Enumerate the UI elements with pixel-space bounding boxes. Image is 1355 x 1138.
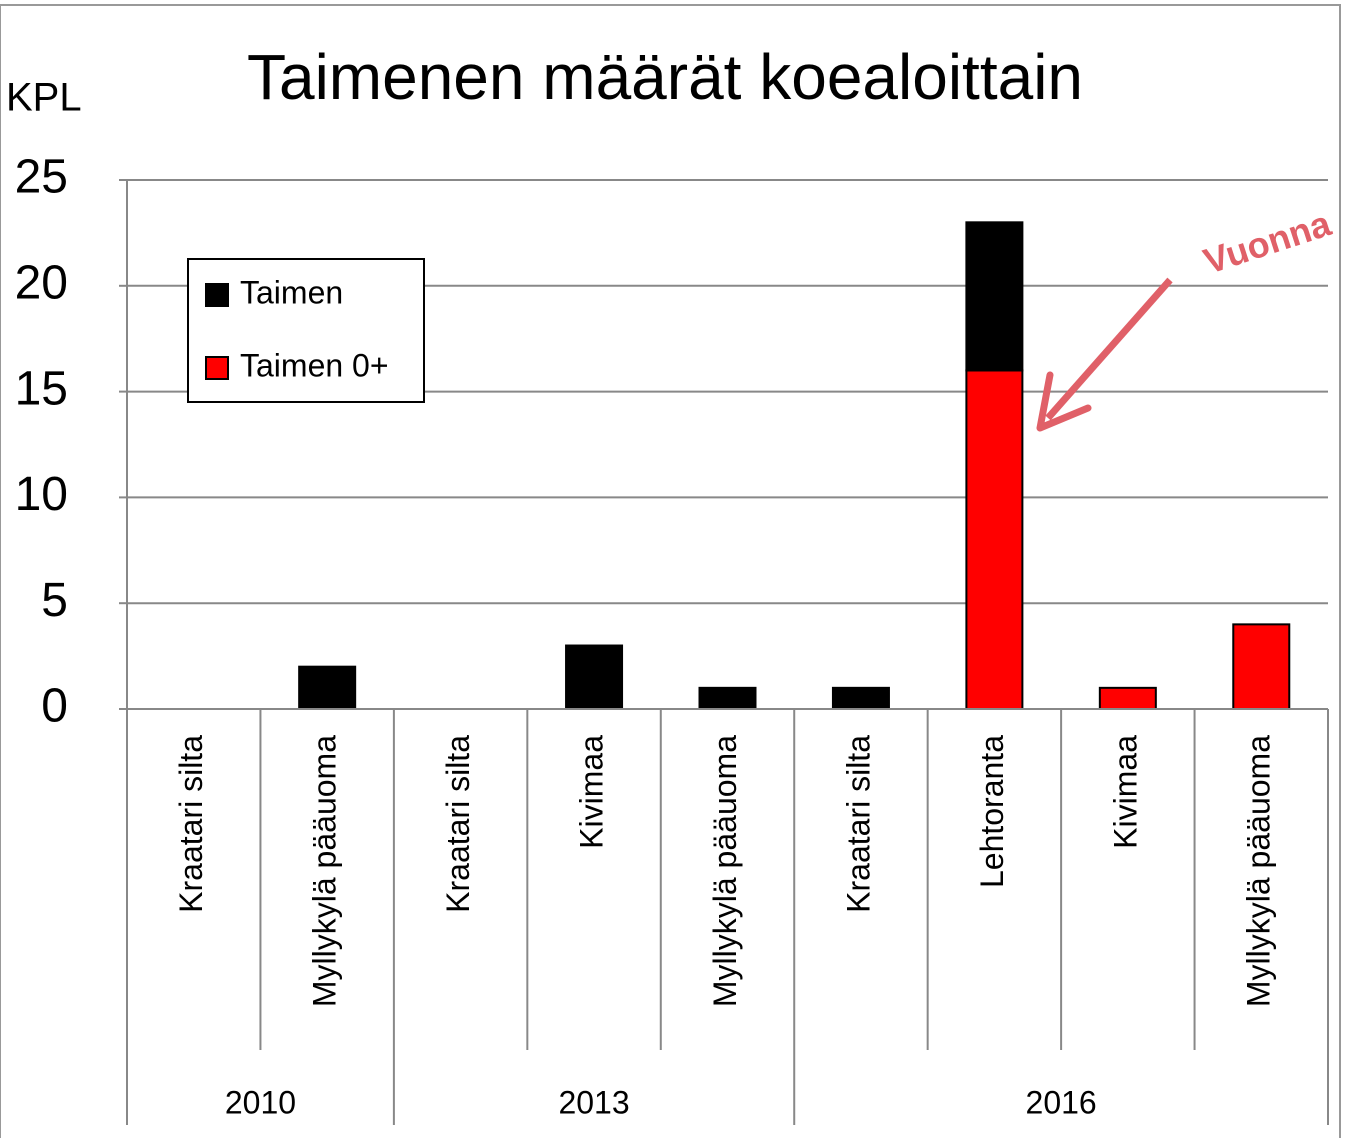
x-tick-label: Kraatari silta [440,735,476,913]
group-label: 2016 [1026,1084,1097,1120]
bar [298,665,357,710]
bar [831,686,890,711]
x-tick-label: Myllykylä pääuoma [707,735,743,1007]
legend-swatch [205,283,229,307]
x-tick-label: Kraatari silta [840,735,876,913]
group-label: 2010 [225,1084,296,1120]
y-tick-label: 20 [15,256,68,309]
bar [698,686,757,711]
bar [965,369,1024,710]
bar [1098,686,1157,711]
x-tick-label: Lehtoranta [974,735,1010,888]
legend-swatch [205,356,229,380]
legend-label: Taimen 0+ [240,347,389,383]
y-tick-label: 0 [41,680,68,733]
annotation-arrow [1045,277,1173,421]
x-tick-label: Kivimaa [574,735,610,849]
y-tick-label: 25 [15,151,68,204]
y-tick-label: 10 [15,468,68,521]
x-tick-label: Myllykylä pääuoma [1241,735,1277,1007]
bar [965,221,1024,372]
x-tick-label: Kivimaa [1107,735,1143,849]
bar [565,644,624,711]
group-label: 2013 [558,1084,629,1120]
y-axis-label: KPL [6,76,82,120]
x-tick-label: Kraatari silta [173,735,209,913]
annotation-arrowhead [1036,371,1092,432]
frame [0,4,1341,1138]
y-tick-label: 15 [15,362,68,415]
annotation: Vuonna [1199,202,1337,282]
x-tick-label: Myllykylä pääuoma [307,735,343,1007]
legend-label: Taimen [240,274,343,310]
chart-title: Taimenen määrät koealoittain [247,41,1083,113]
bar [1232,623,1291,710]
y-tick-label: 5 [41,574,68,627]
